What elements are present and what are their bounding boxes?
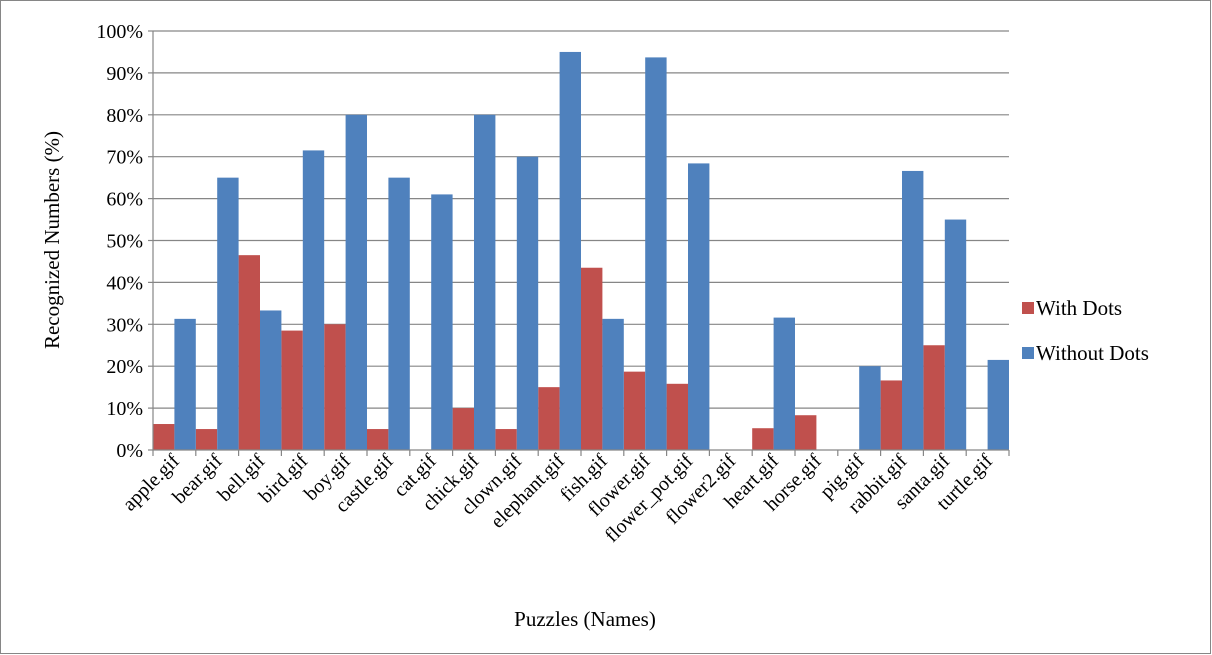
y-tick-label: 70% bbox=[106, 147, 143, 169]
bar-without-dots-flower-pot-gif bbox=[688, 163, 710, 451]
legend-swatch bbox=[1022, 302, 1034, 314]
legend-label: With Dots bbox=[1036, 296, 1122, 320]
y-tick-label: 10% bbox=[106, 398, 143, 420]
bar-without-dots-cat-gif bbox=[431, 194, 453, 450]
x-tick-label: bird.gif bbox=[255, 450, 313, 508]
bar-with-dots-boy-gif bbox=[324, 324, 346, 450]
bar-without-dots-chick-gif bbox=[474, 114, 496, 451]
y-tick-label: 20% bbox=[106, 356, 143, 378]
bar-without-dots-bear-gif bbox=[217, 177, 239, 450]
bar-with-dots-clown-gif bbox=[495, 429, 517, 450]
bar-with-dots-horse-gif bbox=[795, 415, 817, 450]
bar-with-dots-bell-gif bbox=[238, 255, 260, 450]
bar-without-dots-apple-gif bbox=[174, 318, 196, 450]
bar-with-dots-rabbit-gif bbox=[880, 380, 902, 450]
bar-with-dots-apple-gif bbox=[153, 424, 175, 450]
bar-with-dots-bear-gif bbox=[195, 429, 218, 450]
legend-swatch bbox=[1022, 347, 1034, 359]
bar-without-dots-santa-gif bbox=[944, 219, 967, 450]
y-tick-label: 30% bbox=[106, 314, 143, 336]
bar-with-dots-chick-gif bbox=[452, 408, 474, 450]
bar-with-dots-elephant-gif bbox=[538, 387, 560, 450]
bar-with-dots-heart-gif bbox=[752, 428, 774, 450]
bar-without-dots-castle-gif bbox=[388, 177, 410, 450]
x-axis-title: Puzzles (Names) bbox=[514, 607, 656, 631]
bar-with-dots-bird-gif bbox=[281, 330, 303, 450]
y-tick-label: 0% bbox=[116, 440, 143, 462]
bar-with-dots-santa-gif bbox=[923, 345, 945, 450]
y-tick-label: 80% bbox=[106, 105, 143, 127]
bar-with-dots-fish-gif bbox=[581, 267, 603, 450]
x-tick-label: bear.gif bbox=[168, 450, 227, 509]
bar-with-dots-flower-pot-gif bbox=[666, 383, 688, 450]
bar-without-dots-pig-gif bbox=[859, 366, 881, 450]
y-tick-label: 90% bbox=[106, 63, 143, 85]
bar-with-dots-castle-gif bbox=[367, 429, 389, 450]
legend-label: Without Dots bbox=[1036, 341, 1149, 365]
bar-without-dots-bird-gif bbox=[302, 150, 325, 451]
bar-without-dots-boy-gif bbox=[345, 114, 367, 451]
bar-without-dots-rabbit-gif bbox=[902, 170, 924, 451]
y-tick-label: 100% bbox=[96, 21, 143, 43]
bar-without-dots-elephant-gif bbox=[559, 51, 581, 450]
bar-without-dots-clown-gif bbox=[516, 156, 539, 450]
y-tick-label: 60% bbox=[106, 189, 143, 211]
bar-without-dots-turtle-gif bbox=[987, 359, 1009, 450]
bar-without-dots-fish-gif bbox=[602, 318, 624, 450]
bar-with-dots-flower-gif bbox=[623, 371, 646, 450]
y-axis-title: Recognized Numbers (%) bbox=[40, 131, 64, 349]
bar-without-dots-bell-gif bbox=[260, 310, 282, 450]
bar-without-dots-flower-gif bbox=[645, 57, 667, 450]
y-tick-label: 40% bbox=[106, 272, 143, 294]
bar-without-dots-heart-gif bbox=[773, 317, 795, 450]
y-tick-label: 50% bbox=[106, 231, 143, 253]
